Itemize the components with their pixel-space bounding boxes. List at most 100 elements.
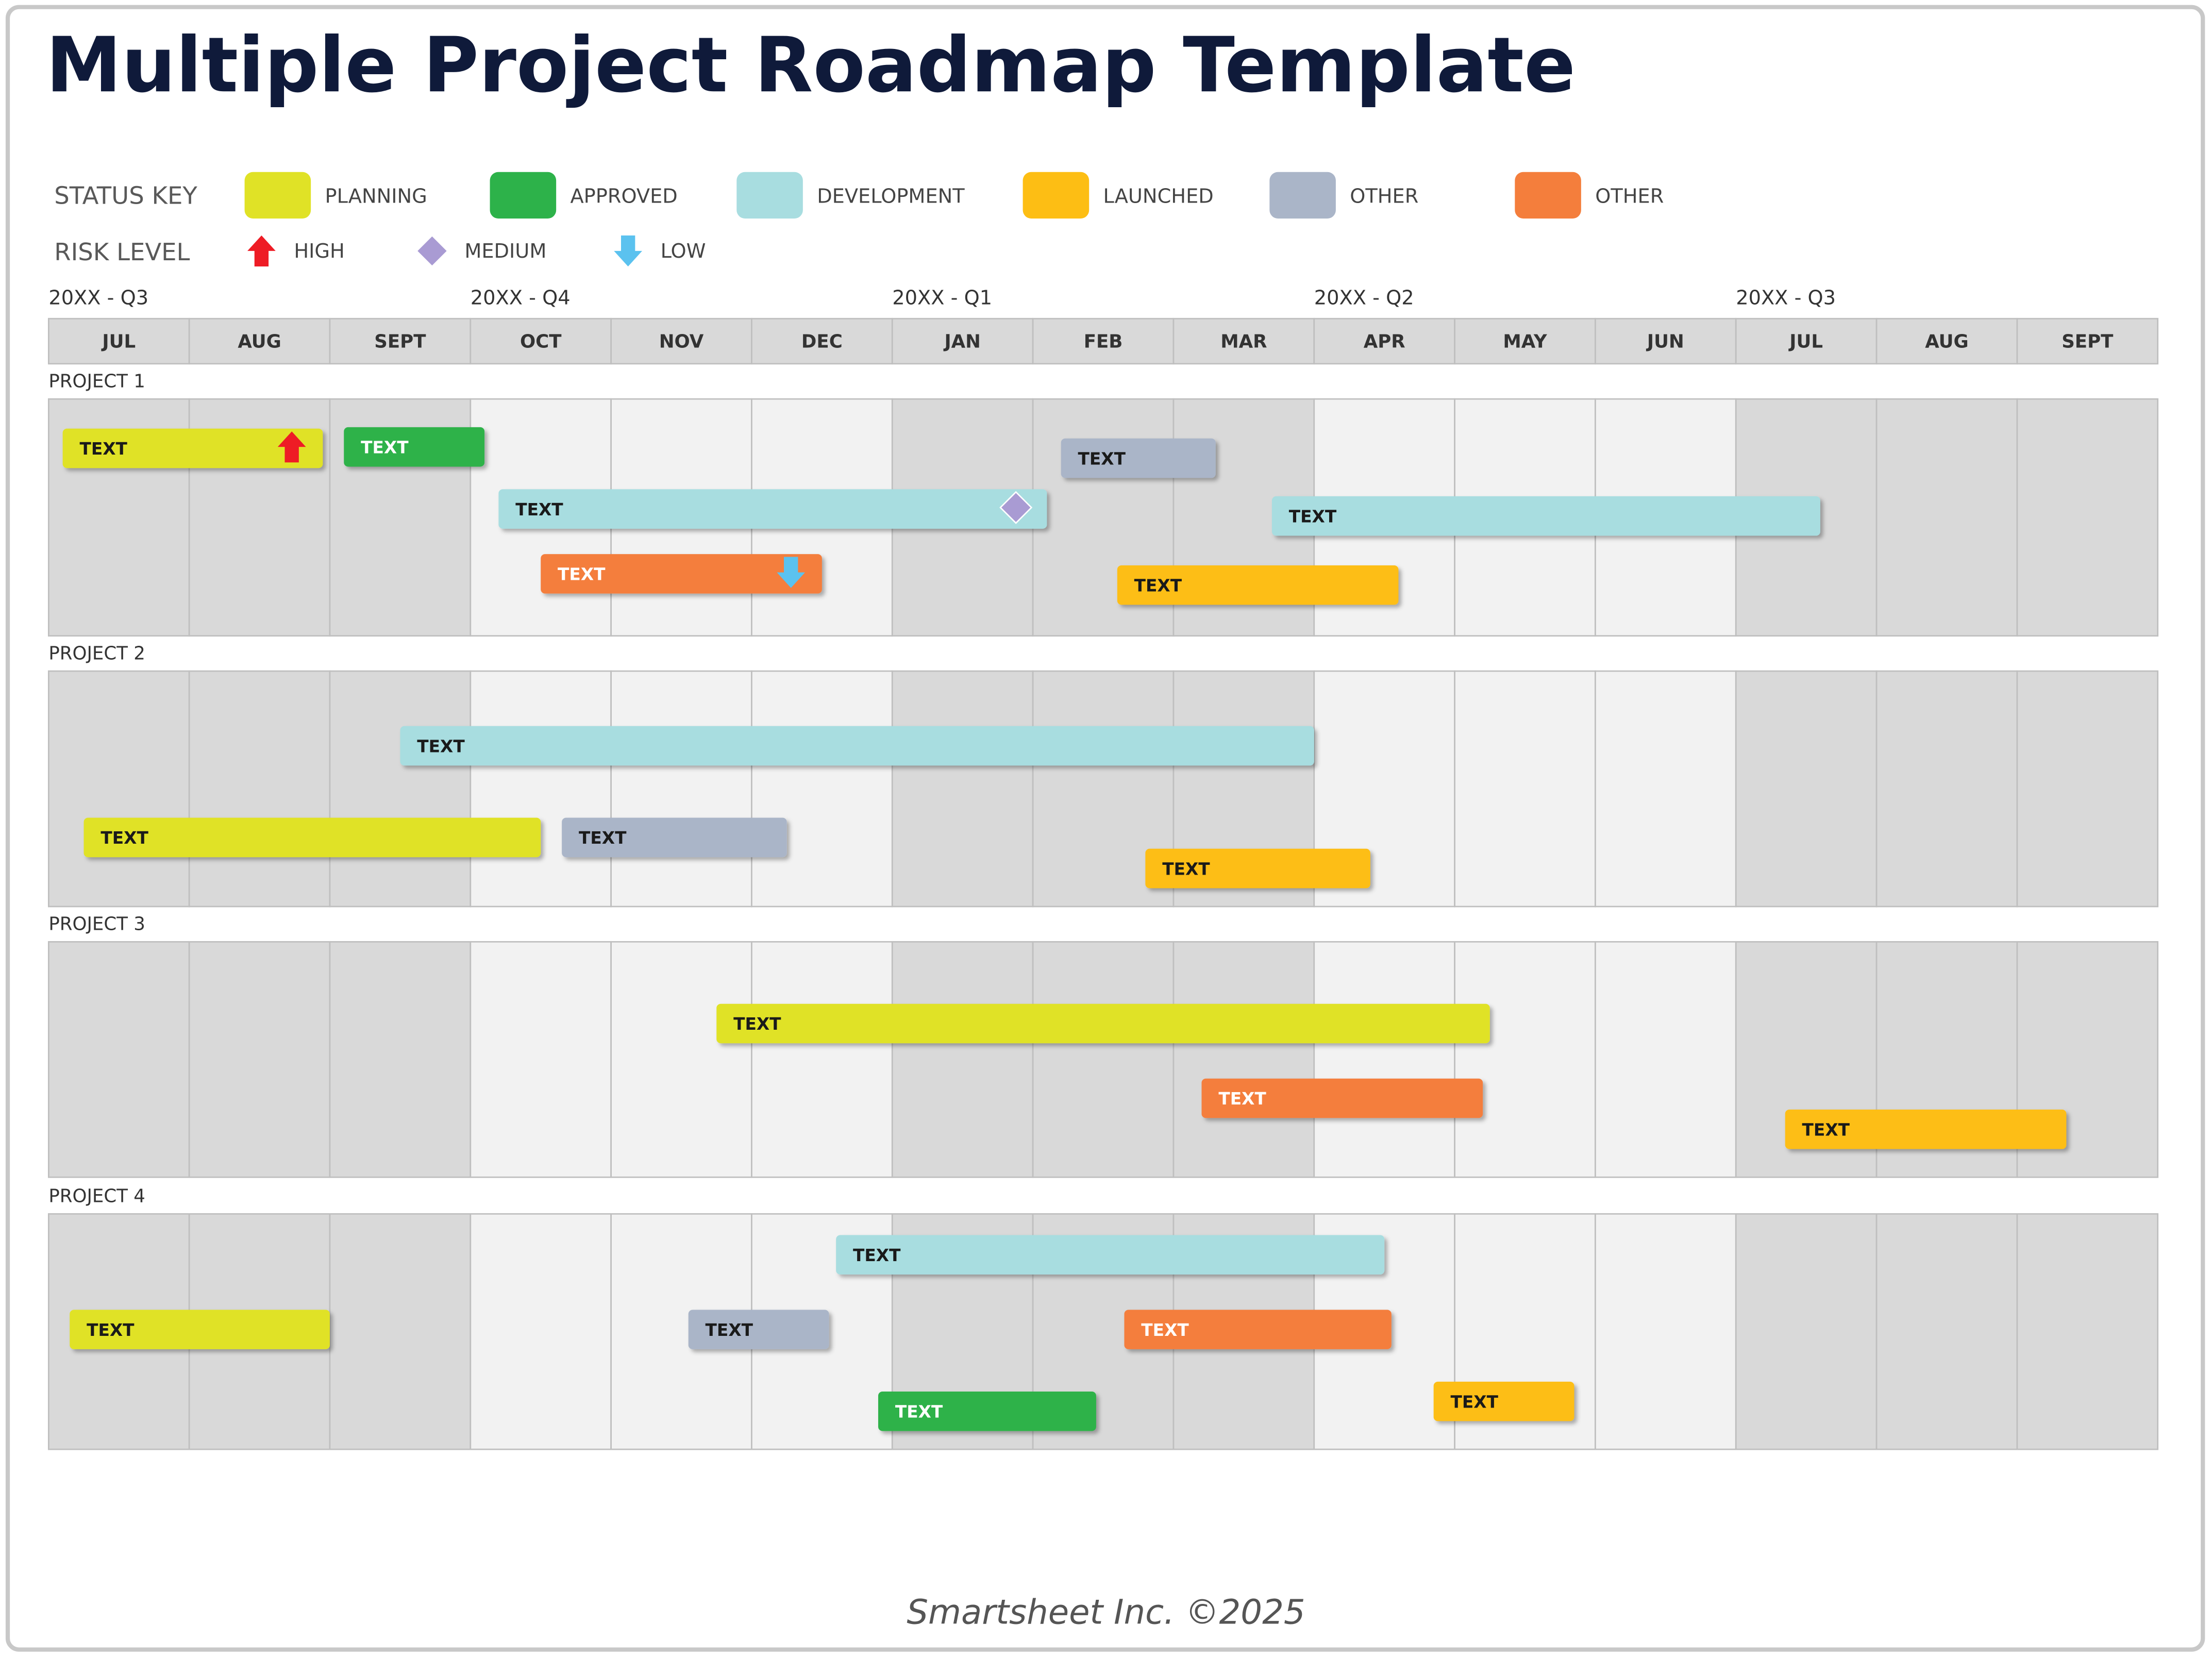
quarter-label: 20XX - Q1 — [892, 286, 992, 309]
month-cell — [1172, 941, 1315, 1178]
status-name: LAUNCHED — [1103, 185, 1214, 208]
risk-name: MEDIUM — [464, 240, 546, 263]
month-header-cell — [188, 317, 331, 365]
risk-medium-icon — [999, 491, 1033, 524]
task-label: TEXT — [1450, 1392, 1498, 1412]
month-cell — [1454, 670, 1596, 908]
month-header-cell — [891, 317, 1034, 365]
month-cell — [329, 941, 472, 1178]
task-label: TEXT — [87, 1320, 135, 1340]
risk-level-label: RISK LEVEL — [54, 238, 190, 266]
month-header-cell — [610, 317, 752, 365]
risk-low-icon — [614, 235, 643, 267]
task-label: TEXT — [558, 565, 606, 584]
risk-high-icon — [277, 431, 306, 463]
month-header-cell — [470, 317, 612, 365]
task-bar — [498, 489, 1047, 529]
month-cell — [891, 941, 1034, 1178]
task-label: TEXT — [417, 736, 465, 756]
month-cell — [1032, 941, 1175, 1178]
status-name: APPROVED — [570, 185, 677, 208]
month-cell — [610, 941, 752, 1178]
month-cell — [2016, 670, 2159, 908]
month-label: FEB — [1084, 331, 1123, 353]
task-bar — [878, 1391, 1096, 1431]
month-cell — [1595, 1213, 1737, 1450]
task-label: TEXT — [706, 1320, 753, 1340]
month-label: DEC — [801, 331, 843, 353]
task-label: TEXT — [1218, 1089, 1266, 1109]
task-label: TEXT — [1141, 1320, 1189, 1340]
status-name: OTHER — [1350, 185, 1418, 208]
month-cell — [2016, 1213, 2159, 1450]
task-bar — [62, 428, 323, 468]
month-cell — [1875, 1213, 2018, 1450]
month-label: SEPT — [2062, 331, 2114, 353]
task-bar — [1201, 1078, 1483, 1118]
project-label: PROJECT 1 — [48, 371, 145, 392]
task-label: TEXT — [1802, 1120, 1850, 1140]
month-label: MAR — [1220, 331, 1267, 353]
status-key-label: STATUS KEY — [54, 181, 197, 209]
task-bar — [83, 817, 541, 858]
status-name: OTHER — [1595, 185, 1664, 208]
month-label: SEPT — [374, 331, 426, 353]
title: Multiple Project Roadmap Template — [46, 21, 1576, 109]
month-header-cell — [1032, 317, 1175, 365]
task-bar — [1124, 1310, 1392, 1349]
month-header-cell — [1454, 317, 1596, 365]
month-label: APR — [1364, 331, 1405, 353]
quarter-label: 20XX - Q4 — [471, 286, 571, 309]
task-bar — [1271, 496, 1820, 536]
quarter-label: 20XX - Q2 — [1314, 286, 1414, 309]
task-bar — [1145, 848, 1370, 889]
month-header-cell — [1313, 317, 1455, 365]
footer: Smartsheet Inc. ©2025 — [907, 1593, 1305, 1632]
risk-medium-icon — [415, 234, 449, 267]
month-header-cell — [2016, 317, 2159, 365]
month-cell — [610, 670, 752, 908]
project-label: PROJECT 4 — [48, 1185, 145, 1207]
status-swatch — [1269, 172, 1336, 219]
month-cell — [1454, 941, 1596, 1178]
month-label: MAY — [1503, 331, 1547, 353]
risk-name: HIGH — [294, 240, 345, 263]
month-cell — [329, 670, 472, 908]
month-cell — [1875, 670, 2018, 908]
month-label: JUL — [101, 331, 136, 353]
status-name: PLANNING — [325, 185, 427, 208]
task-label: TEXT — [100, 828, 148, 848]
month-header-cell — [1172, 317, 1315, 365]
task-label: TEXT — [733, 1014, 781, 1034]
quarter-label: 20XX - Q3 — [1736, 286, 1836, 309]
task-bar — [836, 1235, 1385, 1275]
task-bar — [400, 726, 1314, 766]
status-swatch — [244, 172, 311, 219]
month-cell — [188, 670, 331, 908]
task-label: TEXT — [79, 439, 127, 459]
task-bar — [1061, 438, 1216, 478]
status-swatch — [736, 172, 803, 219]
risk-name: LOW — [661, 240, 706, 263]
task-bar — [1433, 1381, 1574, 1421]
month-cell — [1595, 670, 1737, 908]
month-label: AUG — [238, 331, 281, 353]
month-cell — [470, 670, 612, 908]
task-label: TEXT — [1162, 859, 1210, 879]
month-cell — [891, 670, 1034, 908]
month-label: JUN — [1646, 331, 1684, 353]
status-swatch — [1515, 172, 1581, 219]
month-cell — [470, 1213, 612, 1450]
month-cell — [1875, 398, 2018, 637]
quarter-label: 20XX - Q3 — [48, 286, 148, 309]
month-label: JAN — [943, 331, 981, 353]
month-label: AUG — [1925, 331, 1968, 353]
task-bar — [1117, 565, 1399, 605]
month-label: OCT — [520, 331, 562, 353]
month-cell — [1735, 670, 1878, 908]
task-label: TEXT — [1289, 507, 1337, 526]
task-label: TEXT — [1134, 576, 1182, 595]
month-header-cell — [751, 317, 893, 365]
